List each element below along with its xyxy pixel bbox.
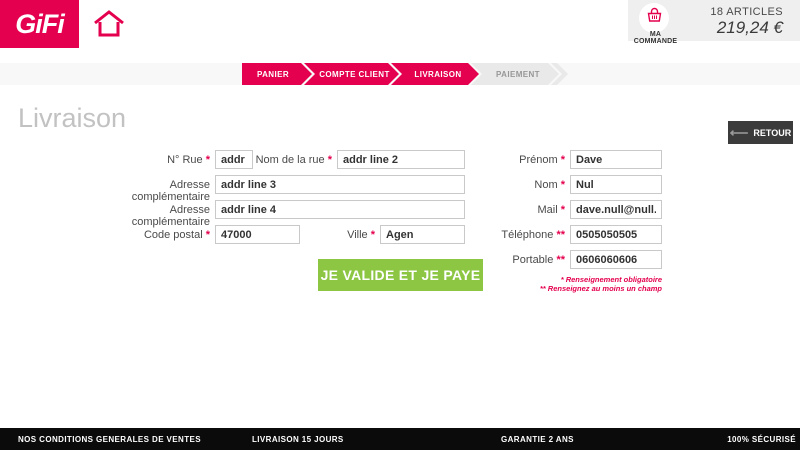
footer-warranty: GARANTIE 2 ANS (501, 435, 574, 444)
address2-label: Adresse complémentaire (131, 179, 210, 203)
street-number-input[interactable] (215, 150, 253, 169)
breadcrumb-step-livraison[interactable]: LIVRAISON (391, 63, 479, 85)
footer-secure: 100% SÉCURISÉ (727, 435, 796, 444)
form-notes: * Renseignement obligatoire ** Renseigne… (462, 275, 662, 293)
basket-icon (646, 7, 663, 29)
address3-label: Adresse complémentaire (131, 204, 210, 228)
last-name-input[interactable] (570, 175, 662, 194)
required-asterisk: * (327, 154, 332, 166)
cart-total-price: 219,24 € (716, 18, 783, 37)
home-button[interactable] (92, 9, 126, 39)
required-asterisk: ** (556, 254, 565, 266)
required-asterisk: * (205, 229, 210, 241)
first-name-label: Prénom * (519, 154, 565, 166)
email-label: Mail * (537, 204, 565, 216)
required-asterisk: * (560, 179, 565, 191)
postal-code-label: Code postal * (143, 229, 210, 241)
validate-and-pay-button[interactable]: JE VALIDE ET JE PAYE (318, 259, 483, 291)
required-asterisk: * (560, 154, 565, 166)
required-asterisk: * (205, 154, 210, 166)
street-name-label: Nom de la rue * (255, 154, 332, 166)
city-input[interactable] (380, 225, 465, 244)
mobile-input[interactable] (570, 250, 662, 269)
breadcrumb-step-paiement: PAIEMENT (471, 63, 559, 85)
cart-icon-circle (639, 3, 669, 33)
back-button-label: RETOUR (753, 127, 792, 138)
phone-label: Téléphone ** (501, 229, 565, 241)
breadcrumb-band: PANIER COMPTE CLIENT LIVRAISON PAIEMENT (0, 63, 800, 85)
gifi-logo[interactable]: GiFi (0, 0, 79, 48)
my-order-cart[interactable]: MA COMMANDE 18 ARTICLES 219,24 € (628, 0, 800, 45)
cart-items-count: 18 ARTICLES (710, 6, 783, 18)
breadcrumb-step-compte-client[interactable]: COMPTE CLIENT (304, 63, 399, 85)
postal-code-input[interactable] (215, 225, 300, 244)
back-button[interactable]: ⟵ RETOUR (728, 121, 793, 144)
first-name-input[interactable] (570, 150, 662, 169)
footer-delivery: LIVRAISON 15 JOURS (252, 435, 344, 444)
address3-input[interactable] (215, 200, 465, 219)
breadcrumb: PANIER COMPTE CLIENT LIVRAISON PAIEMENT (242, 63, 568, 85)
street-number-label: N° Rue * (167, 154, 210, 166)
breadcrumb-step-panier[interactable]: PANIER (242, 63, 312, 85)
page-title: Livraison (18, 103, 127, 133)
email-input[interactable] (570, 200, 662, 219)
city-label: Ville * (347, 229, 375, 241)
required-asterisk: * (370, 229, 375, 241)
required-asterisk: ** (556, 229, 565, 241)
footer-conditions: NOS CONDITIONS GENERALES DE VENTES (18, 435, 201, 444)
at-least-one-note: ** Renseignez au moins un champ (539, 284, 662, 293)
home-icon (92, 10, 126, 43)
cart-label: MA COMMANDE (633, 31, 678, 45)
footer-bar: NOS CONDITIONS GENERALES DE VENTES LIVRA… (0, 428, 800, 450)
street-name-input[interactable] (337, 150, 465, 169)
required-note: * Renseignement obligatoire (560, 275, 662, 284)
phone-input[interactable] (570, 225, 662, 244)
address2-input[interactable] (215, 175, 465, 194)
required-asterisk: * (560, 204, 565, 216)
mobile-label: Portable ** (512, 254, 565, 266)
back-arrow-icon: ⟵ (729, 125, 749, 140)
last-name-label: Nom * (534, 179, 565, 191)
